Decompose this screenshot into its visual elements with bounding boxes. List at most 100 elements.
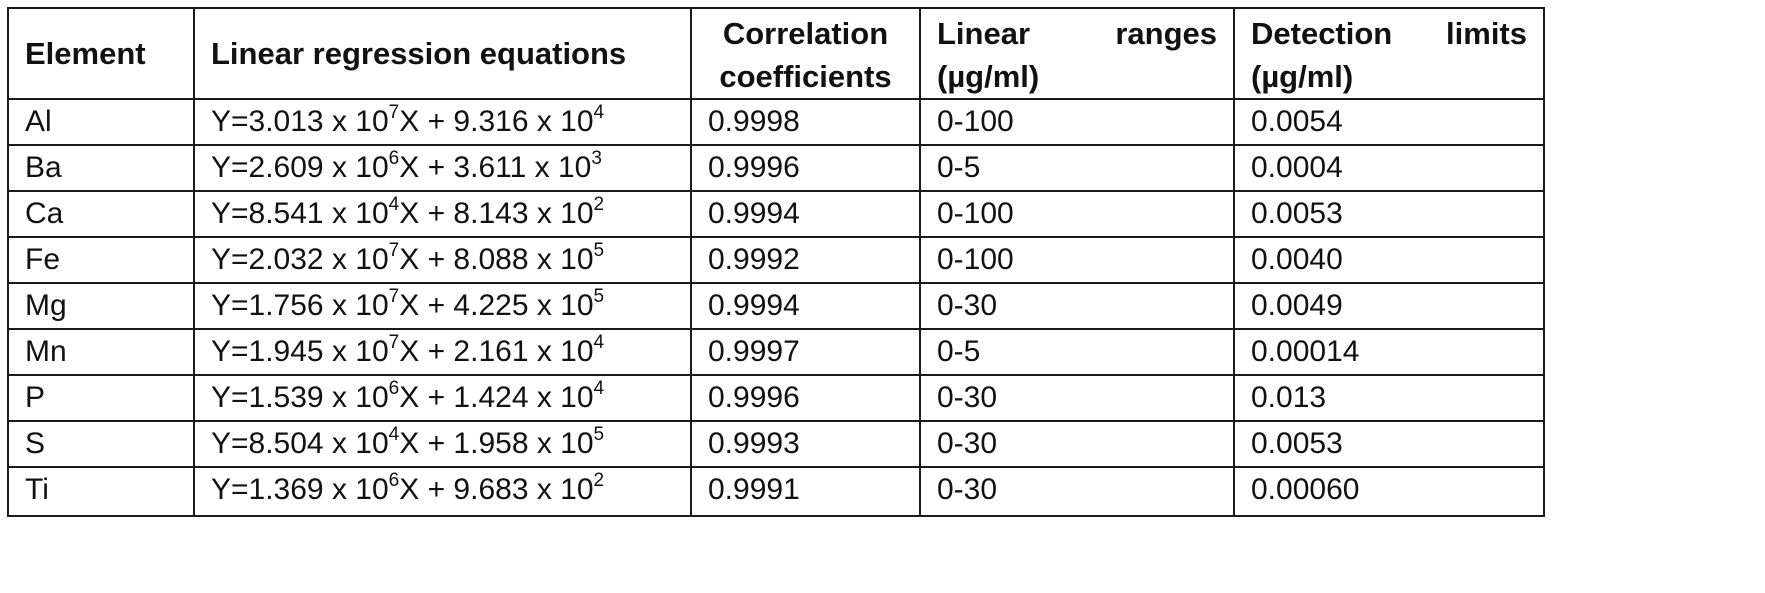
table-row: P Y=1.539 x 106X + 1.424 x 104 0.9996 0-… [7,374,1545,422]
cell-correlation: 0.9997 [690,328,921,376]
equation-slope: Y=8.504 x 10 [211,427,389,460]
table-row: Ti Y=1.369 x 106X + 9.683 x 102 0.9991 0… [7,466,1545,517]
cell-equation: Y=1.756 x 107X + 4.225 x 105 [193,282,692,330]
cell-correlation: 0.9998 [690,98,921,146]
cell-element: Mg [7,282,195,330]
equation-slope: Y=2.609 x 10 [211,151,389,184]
cell-element: Al [7,98,195,146]
cell-correlation: 0.9996 [690,144,921,192]
equation-slope-exponent: 7 [388,102,400,123]
cell-correlation: 0.9994 [690,190,921,238]
cell-detection-limit: 0.00014 [1233,328,1545,376]
cell-equation: Y=2.609 x 106X + 3.611 x 103 [193,144,692,192]
cell-equation: Y=8.504 x 104X + 1.958 x 105 [193,420,692,468]
cell-equation: Y=1.945 x 107X + 2.161 x 104 [193,328,692,376]
table-row: Ba Y=2.609 x 106X + 3.611 x 103 0.9996 0… [7,144,1545,192]
header-element: Element [7,7,195,100]
cell-equation: Y=2.032 x 107X + 8.088 x 105 [193,236,692,284]
cell-element: Ba [7,144,195,192]
header-detection-limit-line1: Detection limits [1251,12,1527,55]
equation-slope-exponent: 7 [388,332,400,353]
cell-correlation: 0.9996 [690,374,921,422]
equation-slope-exponent: 4 [388,424,400,445]
cell-linear-range: 0-100 [919,236,1235,284]
cell-detection-limit: 0.00060 [1233,466,1545,517]
equation-intercept-exponent: 5 [593,240,605,261]
equation-slope: Y=1.539 x 10 [211,381,389,414]
header-correlation-line2: coefficients [719,59,892,94]
equation-intercept: X + 8.088 x 10 [399,243,594,276]
cell-detection-limit: 0.0040 [1233,236,1545,284]
header-detection-limit-unit: (µg/ml) [1251,59,1354,94]
equation-slope-exponent: 6 [388,470,400,491]
cell-linear-range: 0-100 [919,190,1235,238]
equation-intercept-exponent: 4 [593,332,605,353]
header-correlation: Correlation coefficients [690,7,921,100]
equation-intercept-exponent: 2 [593,470,605,491]
table-row: S Y=8.504 x 104X + 1.958 x 105 0.9993 0-… [7,420,1545,468]
equation-intercept: X + 1.424 x 10 [399,381,594,414]
equation-slope-exponent: 7 [388,240,400,261]
cell-correlation: 0.9992 [690,236,921,284]
cell-detection-limit: 0.0053 [1233,420,1545,468]
cell-linear-range: 0-30 [919,466,1235,517]
equation-slope: Y=1.756 x 10 [211,289,389,322]
equation-intercept: X + 2.161 x 10 [399,335,594,368]
cell-linear-range: 0-100 [919,98,1235,146]
header-correlation-line1: Correlation [722,16,889,51]
header-linear-range-word2: ranges [1115,16,1217,51]
equation-slope-exponent: 4 [388,194,400,215]
calibration-table: Element Linear regression equations Corr… [7,7,1545,517]
equation-intercept: X + 1.958 x 10 [399,427,594,460]
cell-element: Ti [7,466,195,517]
header-linear-range: Linear ranges (µg/ml) [919,7,1235,100]
cell-linear-range: 0-5 [919,328,1235,376]
cell-element: Fe [7,236,195,284]
equation-slope-exponent: 6 [388,378,400,399]
equation-intercept-exponent: 3 [591,148,602,169]
table-header: Element Linear regression equations Corr… [7,7,1545,100]
cell-linear-range: 0-30 [919,282,1235,330]
cell-element: P [7,374,195,422]
cell-detection-limit: 0.013 [1233,374,1545,422]
header-detection-limit-word1: Detection [1251,16,1393,51]
table-row: Mn Y=1.945 x 107X + 2.161 x 104 0.9997 0… [7,328,1545,376]
cell-correlation: 0.9993 [690,420,921,468]
equation-intercept-exponent: 4 [593,378,605,399]
cell-detection-limit: 0.0004 [1233,144,1545,192]
cell-element: Ca [7,190,195,238]
header-linear-range-unit: (µg/ml) [937,59,1040,94]
header-detection-limit-word2: limits [1446,16,1527,51]
equation-intercept: X + 3.611 x 10 [399,151,592,184]
equation-slope: Y=1.369 x 10 [211,473,389,506]
header-equation: Linear regression equations [193,7,692,100]
cell-equation: Y=3.013 x 107X + 9.316 x 104 [193,98,692,146]
header-detection-limit: Detection limits (µg/ml) [1233,7,1545,100]
equation-slope: Y=8.541 x 10 [211,197,389,230]
table-row: Mg Y=1.756 x 107X + 4.225 x 105 0.9994 0… [7,282,1545,330]
cell-detection-limit: 0.0053 [1233,190,1545,238]
equation-intercept-exponent: 2 [593,194,605,215]
equation-slope-exponent: 7 [388,286,400,307]
cell-element: Mn [7,328,195,376]
equation-intercept-exponent: 5 [593,424,605,445]
equation-slope: Y=3.013 x 10 [211,105,389,138]
cell-equation: Y=1.369 x 106X + 9.683 x 102 [193,466,692,517]
table-row: Al Y=3.013 x 107X + 9.316 x 104 0.9998 0… [7,98,1545,146]
header-linear-range-word1: Linear [937,16,1031,51]
calibration-table-container: Element Linear regression equations Corr… [7,7,1545,517]
cell-equation: Y=1.539 x 106X + 1.424 x 104 [193,374,692,422]
equation-intercept: X + 4.225 x 10 [399,289,594,322]
equation-intercept: X + 9.683 x 10 [399,473,594,506]
equation-intercept: X + 8.143 x 10 [399,197,594,230]
header-row: Element Linear regression equations Corr… [7,7,1545,100]
cell-correlation: 0.9991 [690,466,921,517]
table-row: Fe Y=2.032 x 107X + 8.088 x 105 0.9992 0… [7,236,1545,284]
cell-equation: Y=8.541 x 104X + 8.143 x 102 [193,190,692,238]
cell-correlation: 0.9994 [690,282,921,330]
equation-intercept-exponent: 5 [593,286,605,307]
cell-detection-limit: 0.0049 [1233,282,1545,330]
equation-intercept: X + 9.316 x 10 [399,105,594,138]
equation-slope: Y=2.032 x 10 [211,243,389,276]
table-row: Ca Y=8.541 x 104X + 8.143 x 102 0.9994 0… [7,190,1545,238]
